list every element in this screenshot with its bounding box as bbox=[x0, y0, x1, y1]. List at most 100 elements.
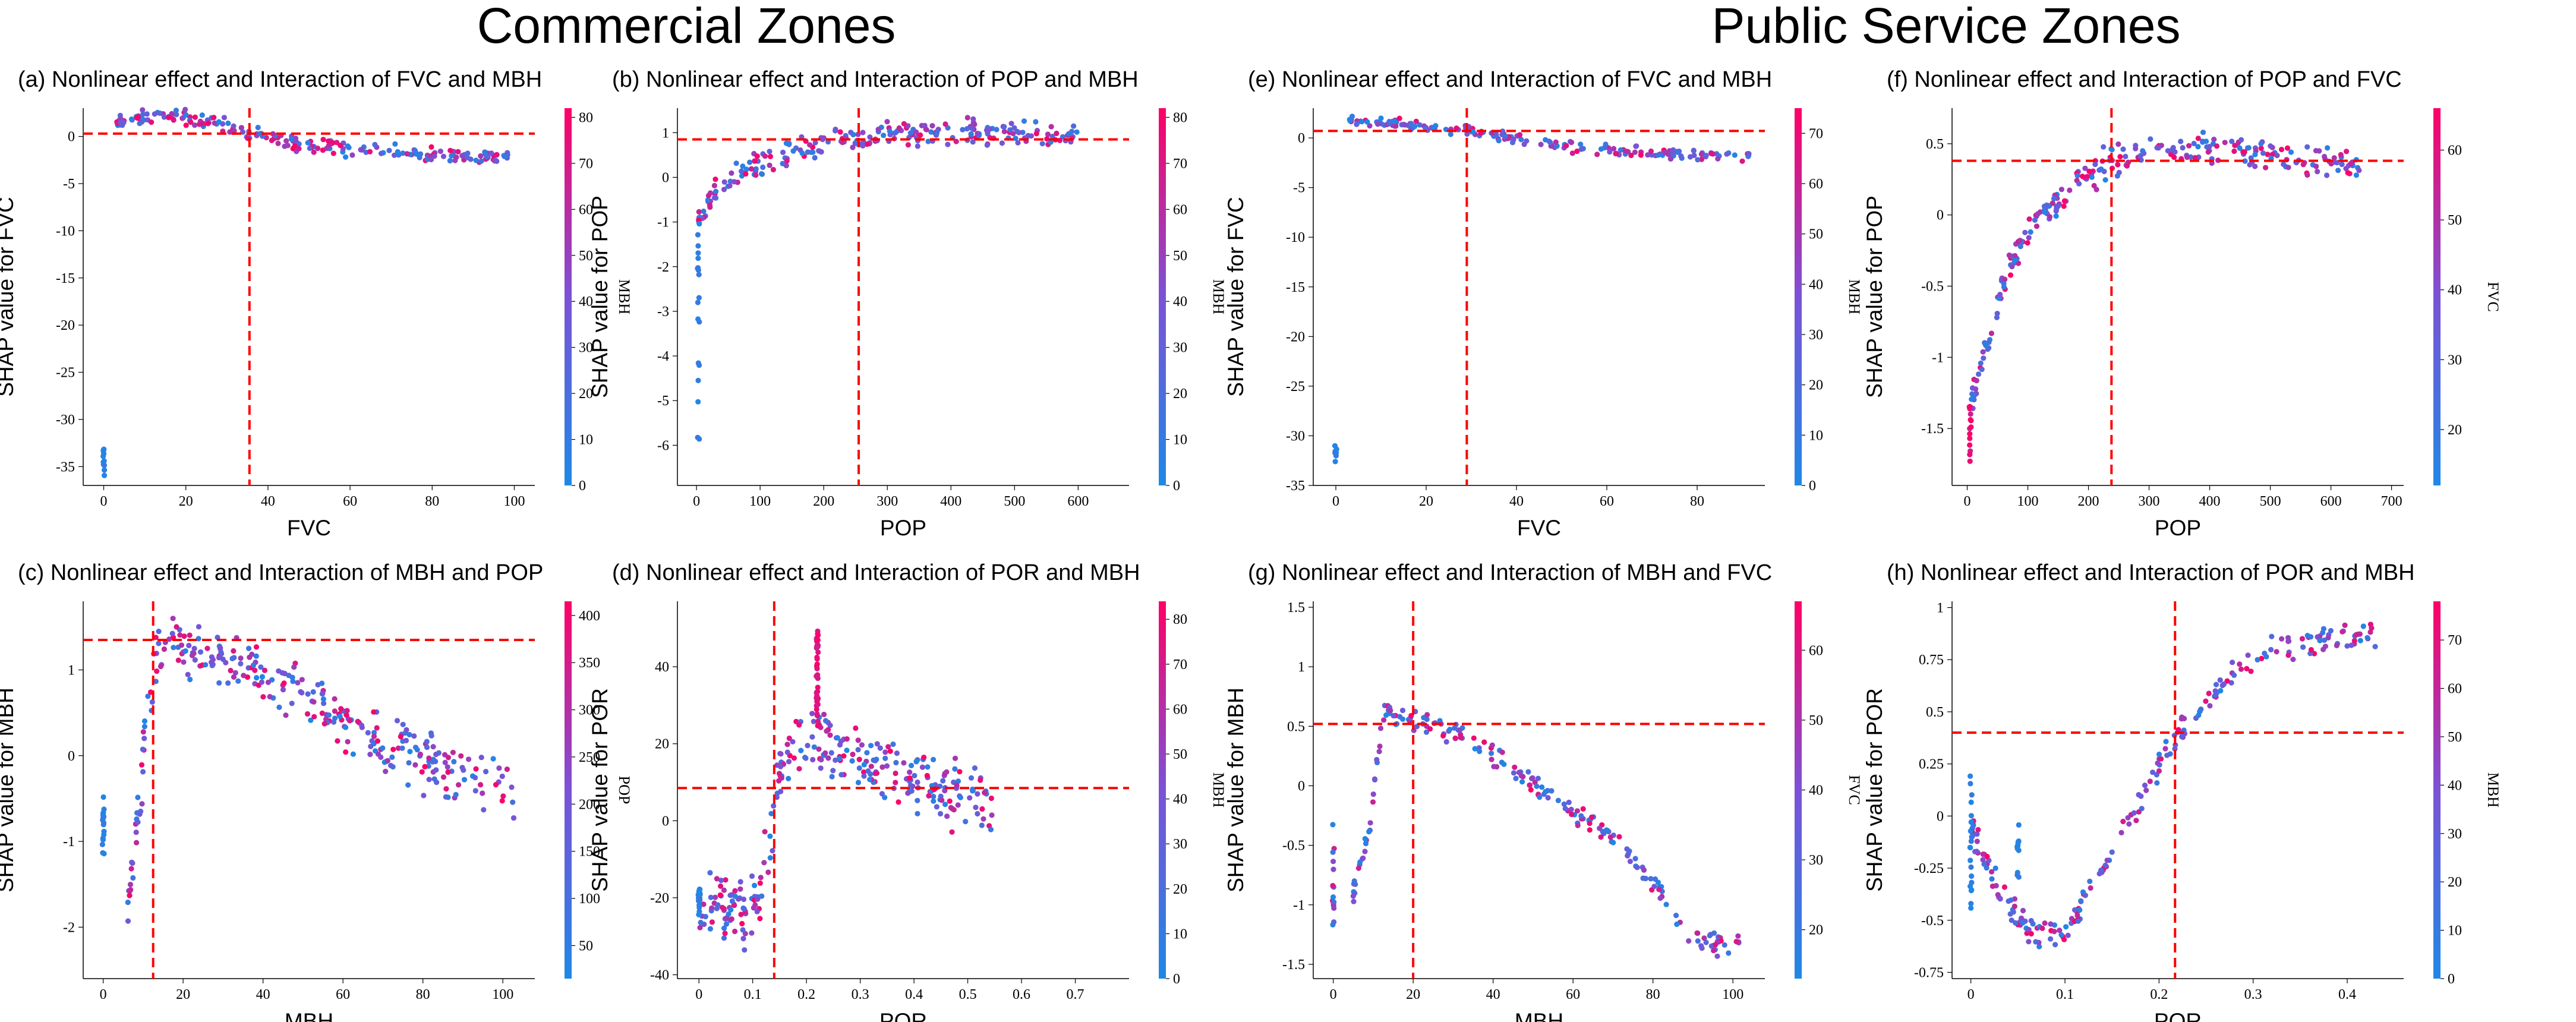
colorbar-tick-label: 30 bbox=[2448, 352, 2462, 368]
data-point bbox=[818, 765, 824, 771]
data-point bbox=[1332, 450, 1338, 456]
data-point bbox=[1423, 729, 1430, 735]
data-point bbox=[1967, 442, 1973, 448]
data-point bbox=[1447, 727, 1453, 733]
x-tick-label: 0.2 bbox=[797, 987, 815, 1002]
data-point bbox=[332, 696, 338, 702]
data-point bbox=[1968, 411, 1973, 417]
data-point bbox=[2331, 155, 2337, 161]
data-point bbox=[295, 680, 301, 686]
data-point bbox=[2263, 165, 2269, 171]
data-point bbox=[2269, 152, 2275, 157]
x-tick-label: 0.3 bbox=[852, 987, 869, 1002]
data-point bbox=[510, 815, 517, 821]
data-point bbox=[2028, 930, 2034, 937]
data-point bbox=[1364, 119, 1370, 125]
data-point bbox=[884, 763, 890, 769]
data-point bbox=[2051, 195, 2057, 201]
data-point bbox=[838, 772, 844, 778]
x-tick-label: 80 bbox=[416, 987, 430, 1002]
data-point bbox=[1997, 292, 2003, 298]
data-point bbox=[426, 755, 432, 761]
data-point bbox=[405, 782, 411, 788]
data-point bbox=[814, 661, 820, 667]
data-point bbox=[2039, 925, 2045, 931]
data-point bbox=[374, 738, 381, 744]
data-point bbox=[957, 794, 963, 800]
data-point bbox=[975, 810, 980, 817]
data-point bbox=[1549, 788, 1555, 794]
data-point bbox=[2203, 698, 2209, 704]
data-point bbox=[368, 743, 374, 749]
data-point bbox=[973, 805, 979, 810]
data-point bbox=[849, 758, 855, 764]
data-point bbox=[1033, 119, 1039, 125]
data-point bbox=[205, 121, 211, 127]
data-point bbox=[371, 733, 377, 739]
y-tick-label: -1.5 bbox=[1282, 957, 1305, 973]
data-point bbox=[2312, 651, 2318, 657]
data-point bbox=[383, 768, 389, 774]
data-point bbox=[2212, 688, 2218, 694]
colorbar-tick-label: 0 bbox=[2448, 971, 2455, 987]
data-point bbox=[2158, 756, 2164, 762]
data-point bbox=[737, 886, 743, 892]
data-point bbox=[2093, 187, 2099, 193]
data-point bbox=[1691, 147, 1697, 153]
data-point bbox=[1545, 795, 1551, 801]
y-axis-label: SHAP value for POR bbox=[1862, 688, 1887, 892]
data-point bbox=[1979, 367, 1985, 373]
data-point bbox=[2075, 918, 2081, 924]
data-point bbox=[1477, 748, 1483, 755]
data-point bbox=[1412, 124, 1418, 130]
colorbar-tick-label: 0 bbox=[1173, 478, 1180, 494]
data-point bbox=[1448, 131, 1453, 137]
data-point bbox=[2260, 150, 2266, 156]
data-point bbox=[707, 926, 713, 932]
x-tick-label: 100 bbox=[1722, 987, 1743, 1002]
data-point bbox=[784, 749, 790, 755]
data-point bbox=[1976, 371, 1982, 377]
colorbar bbox=[565, 108, 572, 485]
data-point bbox=[970, 116, 976, 122]
data-point bbox=[2061, 198, 2067, 204]
data-point bbox=[945, 141, 951, 147]
data-point bbox=[232, 670, 238, 676]
data-point bbox=[1746, 151, 1752, 157]
data-point bbox=[259, 674, 265, 680]
data-point bbox=[326, 138, 332, 144]
data-point bbox=[2092, 162, 2098, 168]
data-point bbox=[443, 794, 449, 800]
colorbar-tick-label: 70 bbox=[1173, 156, 1187, 172]
data-point bbox=[1994, 314, 2000, 321]
data-point bbox=[1578, 813, 1584, 819]
data-point bbox=[885, 744, 891, 750]
data-point bbox=[814, 665, 820, 671]
data-point bbox=[909, 762, 915, 768]
data-point bbox=[1520, 774, 1526, 780]
data-point bbox=[1330, 822, 1336, 828]
data-point bbox=[133, 829, 139, 835]
data-point bbox=[882, 749, 888, 755]
data-point bbox=[178, 642, 185, 648]
data-point bbox=[343, 749, 349, 755]
data-point bbox=[2084, 174, 2090, 179]
chart-panel-h: (h) Nonlinear effect and Interaction of … bbox=[1862, 560, 2502, 1022]
data-point bbox=[1332, 459, 1338, 465]
data-point bbox=[1967, 431, 1973, 437]
data-point bbox=[984, 142, 990, 148]
data-point bbox=[747, 159, 753, 165]
data-point bbox=[1607, 834, 1613, 840]
data-point bbox=[1499, 749, 1505, 755]
data-point bbox=[1969, 396, 1975, 402]
chart-title: (a) Nonlinear effect and Interaction of … bbox=[18, 67, 542, 92]
data-point bbox=[709, 919, 715, 925]
data-point bbox=[707, 870, 713, 876]
data-point bbox=[726, 911, 732, 917]
data-point bbox=[2001, 884, 2007, 890]
data-point bbox=[216, 655, 222, 661]
data-point bbox=[855, 747, 861, 753]
data-point bbox=[705, 193, 712, 198]
data-point bbox=[500, 793, 506, 799]
data-point bbox=[99, 841, 105, 847]
